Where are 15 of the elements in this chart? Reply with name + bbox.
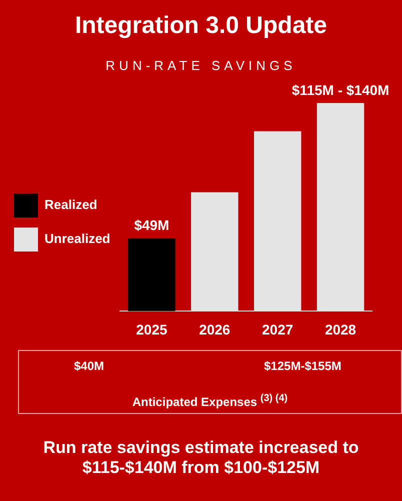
text: Run rate savings estimate increased to $115-$140M from $100-$125M (42, 438, 360, 479)
text: $125M-$155M (264, 359, 342, 373)
x-tick-label: 2027 (262, 321, 294, 338)
x-tick-label: 2026 (199, 321, 230, 338)
legend-label: Unrealized (44, 231, 110, 246)
legend-label: Realized (44, 197, 98, 212)
annotation: $115M - $140M (292, 82, 390, 98)
chart-subtitle: RUN-RATE SAVINGS (104, 58, 298, 73)
x-tick-label: 2025 (136, 321, 168, 338)
text: Anticipated Expenses $^{(3) (4)}$ (131, 393, 289, 409)
text: $40M (74, 359, 104, 373)
bar (128, 238, 176, 312)
x-tick-label: 2028 (324, 321, 356, 338)
data-label: $49M (134, 217, 170, 234)
chart-title: Integration 3.0 Update (74, 11, 328, 40)
